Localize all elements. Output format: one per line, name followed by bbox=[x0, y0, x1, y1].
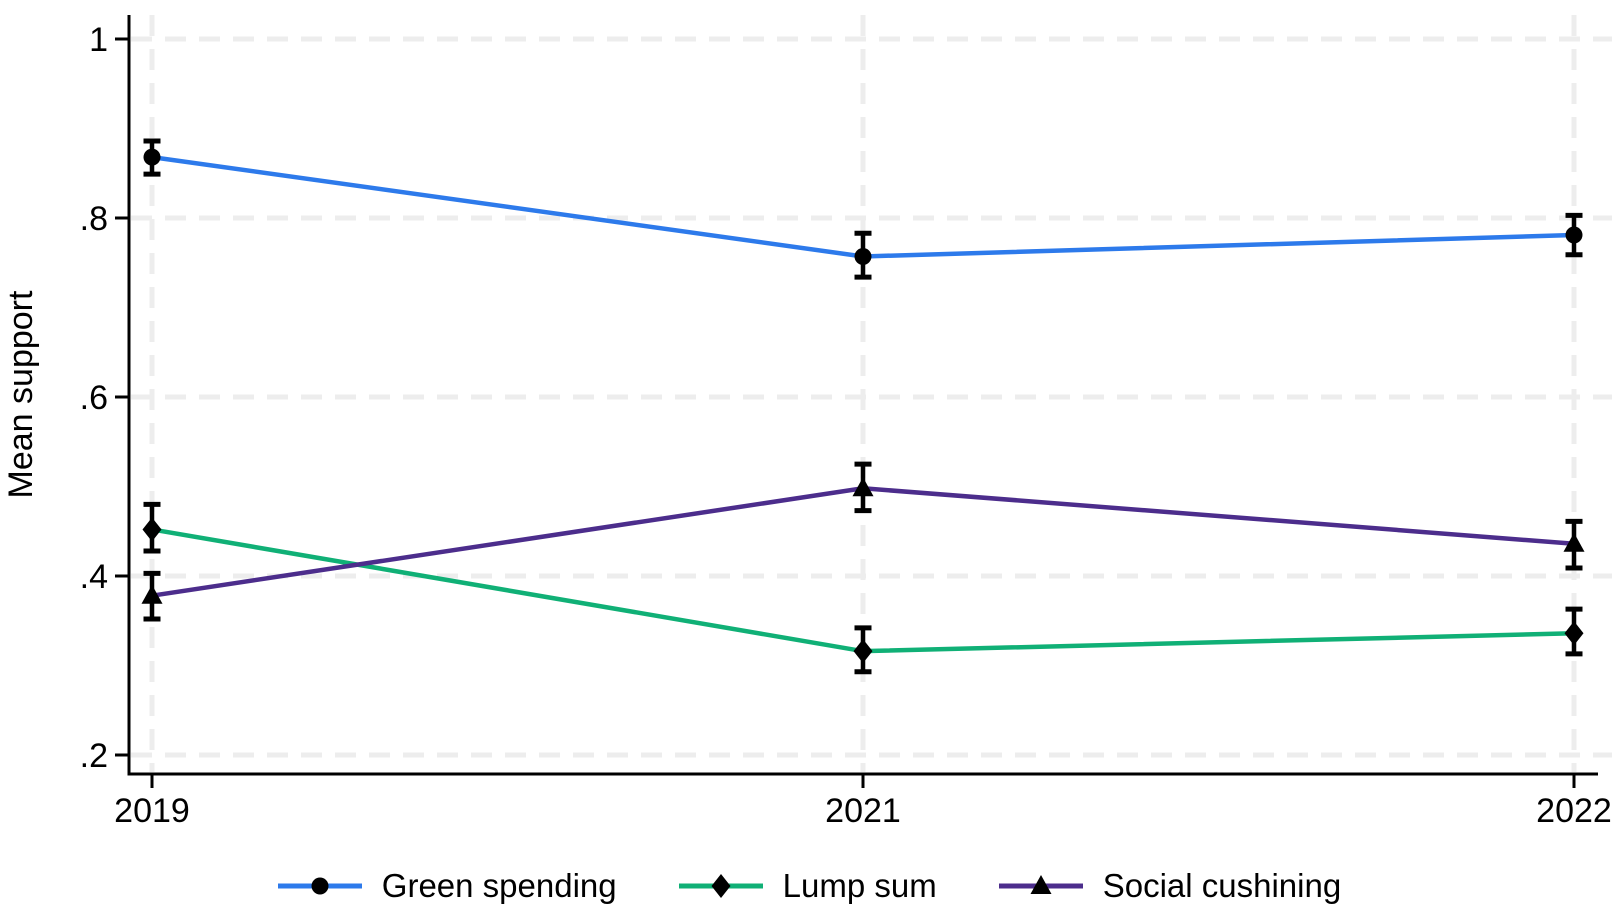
triangle-marker bbox=[141, 584, 163, 604]
line-chart-plot: .2 .4 .6 .8 1 2019 2021 2022 Mean support bbox=[2, 15, 1612, 828]
diamond-marker bbox=[142, 517, 162, 542]
gridlines bbox=[131, 15, 1612, 772]
y-axis-title: Mean support bbox=[2, 290, 40, 498]
circle-marker bbox=[854, 247, 872, 265]
x-tick-label: 2019 bbox=[114, 792, 190, 828]
series-green-spending bbox=[143, 138, 1583, 280]
triangle-marker bbox=[1030, 875, 1052, 894]
legend-key-lump-sum bbox=[678, 874, 763, 898]
legend-item-green-spending: Green spending bbox=[277, 865, 617, 905]
y-tick-label: .2 bbox=[80, 737, 108, 775]
triangle-marker bbox=[1563, 532, 1585, 552]
x-tick-label: 2021 bbox=[825, 792, 901, 828]
triangle-marker bbox=[852, 477, 874, 497]
legend-item-lump-sum: Lump sum bbox=[678, 865, 937, 905]
legend-key-green-spending bbox=[277, 877, 362, 895]
diamond-marker bbox=[1564, 621, 1584, 646]
series-lump-sum bbox=[142, 501, 1584, 675]
diamond-marker bbox=[853, 639, 873, 664]
y-tick-label: 1 bbox=[89, 21, 108, 59]
y-tick-label: .6 bbox=[80, 379, 108, 417]
legend-item-social-cushining: Social cushining bbox=[998, 865, 1342, 905]
y-tick-label: .8 bbox=[80, 200, 108, 238]
chart-legend: Green spending Lump sum Social cushining bbox=[0, 828, 1619, 920]
series-social-cushining bbox=[141, 461, 1585, 622]
legend-label-lump-sum: Lump sum bbox=[782, 866, 937, 904]
circle-marker bbox=[1565, 226, 1583, 244]
legend-label-social-cushining: Social cushining bbox=[1102, 866, 1342, 904]
x-tick-label: 2022 bbox=[1536, 792, 1612, 828]
legend-label-green-spending: Green spending bbox=[381, 866, 617, 904]
legend-key-social-cushining bbox=[998, 875, 1083, 894]
axes: .2 .4 .6 .8 1 2019 2021 2022 Mean support bbox=[2, 15, 1612, 828]
diamond-marker bbox=[711, 874, 731, 898]
circle-marker bbox=[143, 148, 161, 166]
circle-marker bbox=[311, 877, 329, 895]
y-tick-label: .4 bbox=[80, 558, 108, 596]
